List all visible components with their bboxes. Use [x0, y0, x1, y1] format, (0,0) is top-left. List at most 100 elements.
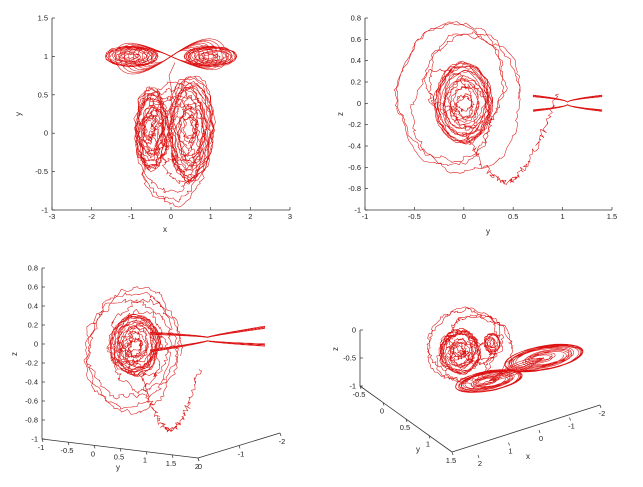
top-left-x-tick-label: 3 — [288, 212, 292, 221]
bottom-right-y-tick-mark — [405, 418, 408, 423]
axes-top-left: -3 -2 -1 0 1 2 3 -1 -0.5 0 0.5 1 1.5 — [35, 14, 292, 222]
top-left-scroll-lobe — [133, 86, 170, 172]
top-right-x-tick-label: -0.5 — [408, 212, 421, 221]
axes-bottom-left: -1 -0.5 0 0.5 1 1.5 20-1-2-1-0.8-0.6-0.4-0.200… — [25, 264, 285, 472]
bottom-left-z-tick-label: -0.6 — [25, 397, 38, 406]
top-left-y-tick-label: 1.5 — [38, 14, 48, 23]
top-left-y-tick-label: -0.5 — [35, 167, 48, 176]
ylabel-bottom-left: y — [116, 463, 120, 472]
top-right-y-tick-label: 0.4 — [351, 56, 361, 65]
bottom-right-noisy-core — [438, 328, 482, 375]
axes-top-right: -1 -0.5 0 0.5 1 1.5 -1 -0.8 -0.6 -0.4 -0.2 0 0.2 0.4 0… — [348, 14, 617, 222]
bottom-left-x-tick-mark — [279, 432, 282, 437]
bottom-left-y-tick-label: 0.5 — [114, 453, 124, 462]
bottom-right-x-tick-mark — [538, 429, 541, 434]
bottom-right-x-tick-mark — [477, 454, 480, 459]
bottom-right-bridge — [488, 357, 545, 382]
bottom-right-x-tick-mark — [599, 404, 602, 409]
plot-area-top-right — [393, 21, 603, 185]
top-right-y-tick-label: -0.2 — [348, 120, 361, 129]
bottom-right-y-tick-mark — [359, 385, 362, 390]
top-right-hourglass-band — [532, 94, 603, 103]
bottom-left-y-tick-mark — [93, 445, 96, 449]
plot-area-bottom-left — [83, 286, 266, 433]
panel-top-left: -3 -2 -1 0 1 2 3 -1 -0.5 0 0.5 1 1.5 x y — [14, 14, 292, 235]
bottom-right-bridge — [488, 357, 545, 382]
top-left-wing-spiral — [183, 45, 238, 67]
bottom-left-band — [149, 340, 266, 353]
bottom-left-y-tick-mark — [41, 438, 44, 443]
bottom-left-y-tick-label: 1 — [143, 456, 147, 465]
top-right-y-tick-label: 0.8 — [351, 14, 361, 23]
top-left-x-tick-label: 2 — [248, 212, 252, 221]
bottom-left-y-tick-label: -1 — [38, 443, 45, 452]
top-left-y-tick-label: 0 — [44, 129, 48, 138]
top-right-y-tick-label: -0.4 — [348, 142, 361, 151]
bottom-left-band — [149, 326, 266, 338]
bottom-right-x-tick-mark — [508, 442, 510, 446]
bottom-right-x-tick-label: -1 — [568, 422, 575, 431]
panel-top-right: -1 -0.5 0 0.5 1 1.5 -1 -0.8 -0.6 -0.4 -0.2 0 0.2 0.4 0… — [336, 14, 617, 237]
top-left-y-tick-label: 0.5 — [38, 90, 48, 99]
bottom-left-z-tick-label: -0.4 — [25, 378, 38, 387]
bottom-right-x-tick-label: 0 — [539, 434, 543, 443]
bottom-right-y-tick-mark — [451, 451, 454, 456]
top-left-y-tick-label: -1 — [41, 206, 48, 215]
top-left-x-tick-label: -3 — [49, 212, 56, 221]
bottom-right-x-axis-line — [451, 404, 601, 453]
bottom-right-scroll-left — [455, 369, 523, 393]
bottom-right-y-tick-label: 0 — [380, 407, 384, 416]
bottom-left-z-tick-label: -0.8 — [25, 416, 38, 425]
bottom-right-x-tick-label: -2 — [599, 409, 606, 418]
bottom-right-bridge — [488, 357, 545, 382]
bottom-left-y-tick-mark — [171, 454, 174, 458]
bottom-right-bridge — [488, 357, 545, 382]
top-right-spiral-core — [432, 60, 494, 145]
zlabel-bottom-right: z — [331, 347, 340, 351]
top-right-y-tick-label: -0.8 — [348, 184, 361, 193]
xlabel-top-right: y — [486, 227, 490, 236]
ylabel-top-left: y — [14, 112, 23, 116]
panel-bottom-right: -0.500.511.5 210-1-2-1-0.50 x y z — [331, 306, 606, 468]
bottom-right-y-tick-label: 1.5 — [446, 456, 456, 465]
xlabel-bottom-right: x — [526, 452, 530, 461]
bottom-left-y-tick-mark — [67, 442, 70, 446]
top-right-y-tick-label: 0.2 — [351, 78, 361, 87]
bottom-left-y-tick-mark — [119, 448, 122, 452]
top-left-x-tick-label: 1 — [209, 212, 213, 221]
bottom-left-y-tick-label: 1.5 — [166, 459, 176, 468]
bottom-left-z-tick-label: 0.4 — [28, 302, 38, 311]
top-right-x-tick-label: 1 — [561, 212, 565, 221]
top-right-x-tick-label: -1 — [362, 212, 369, 221]
bottom-left-y-tick-label: 0 — [91, 449, 95, 458]
bottom-left-y-tick-label: -0.5 — [61, 446, 74, 455]
bottom-right-noisy-lobe — [483, 332, 501, 355]
ylabel-bottom-right: y — [416, 445, 420, 454]
top-left-wing-spiral — [105, 45, 159, 67]
top-right-y-tick-label: 0 — [357, 99, 361, 108]
top-left-x-tick-label: -2 — [88, 212, 95, 221]
bottom-right-z-tick-label: -0.5 — [343, 354, 356, 363]
top-right-x-tick-label: 0 — [462, 212, 466, 221]
bottom-left-tail — [138, 368, 202, 433]
bottom-left-spiral-core — [109, 313, 162, 377]
top-left-y-tick-label: 1 — [44, 52, 48, 61]
bottom-left-spiral-outer — [83, 286, 184, 415]
top-right-tail — [462, 93, 559, 185]
bottom-right-bridge — [488, 357, 545, 382]
bottom-left-x-tick-label: 0 — [198, 462, 202, 471]
bottom-right-y-tick-label: 1 — [426, 440, 430, 449]
bottom-right-z-tick-label: 0 — [352, 326, 356, 335]
bottom-right-y-tick-mark — [428, 435, 431, 439]
bottom-left-y-tick-label: 2 — [195, 462, 199, 471]
bottom-left-z-tick-label: -0.2 — [25, 359, 38, 368]
bottom-left-x-tick-label: -1 — [238, 450, 245, 459]
bottom-left-y-tick-mark — [145, 451, 148, 455]
top-right-x-tick-label: 0.5 — [508, 212, 518, 221]
bottom-right-bridge — [488, 357, 545, 382]
bottom-left-z-tick-label: 0.6 — [28, 283, 38, 292]
top-left-transient — [168, 62, 176, 101]
zlabel-bottom-left: z — [10, 352, 19, 356]
bottom-left-z-tick-label: 0.2 — [28, 321, 38, 330]
